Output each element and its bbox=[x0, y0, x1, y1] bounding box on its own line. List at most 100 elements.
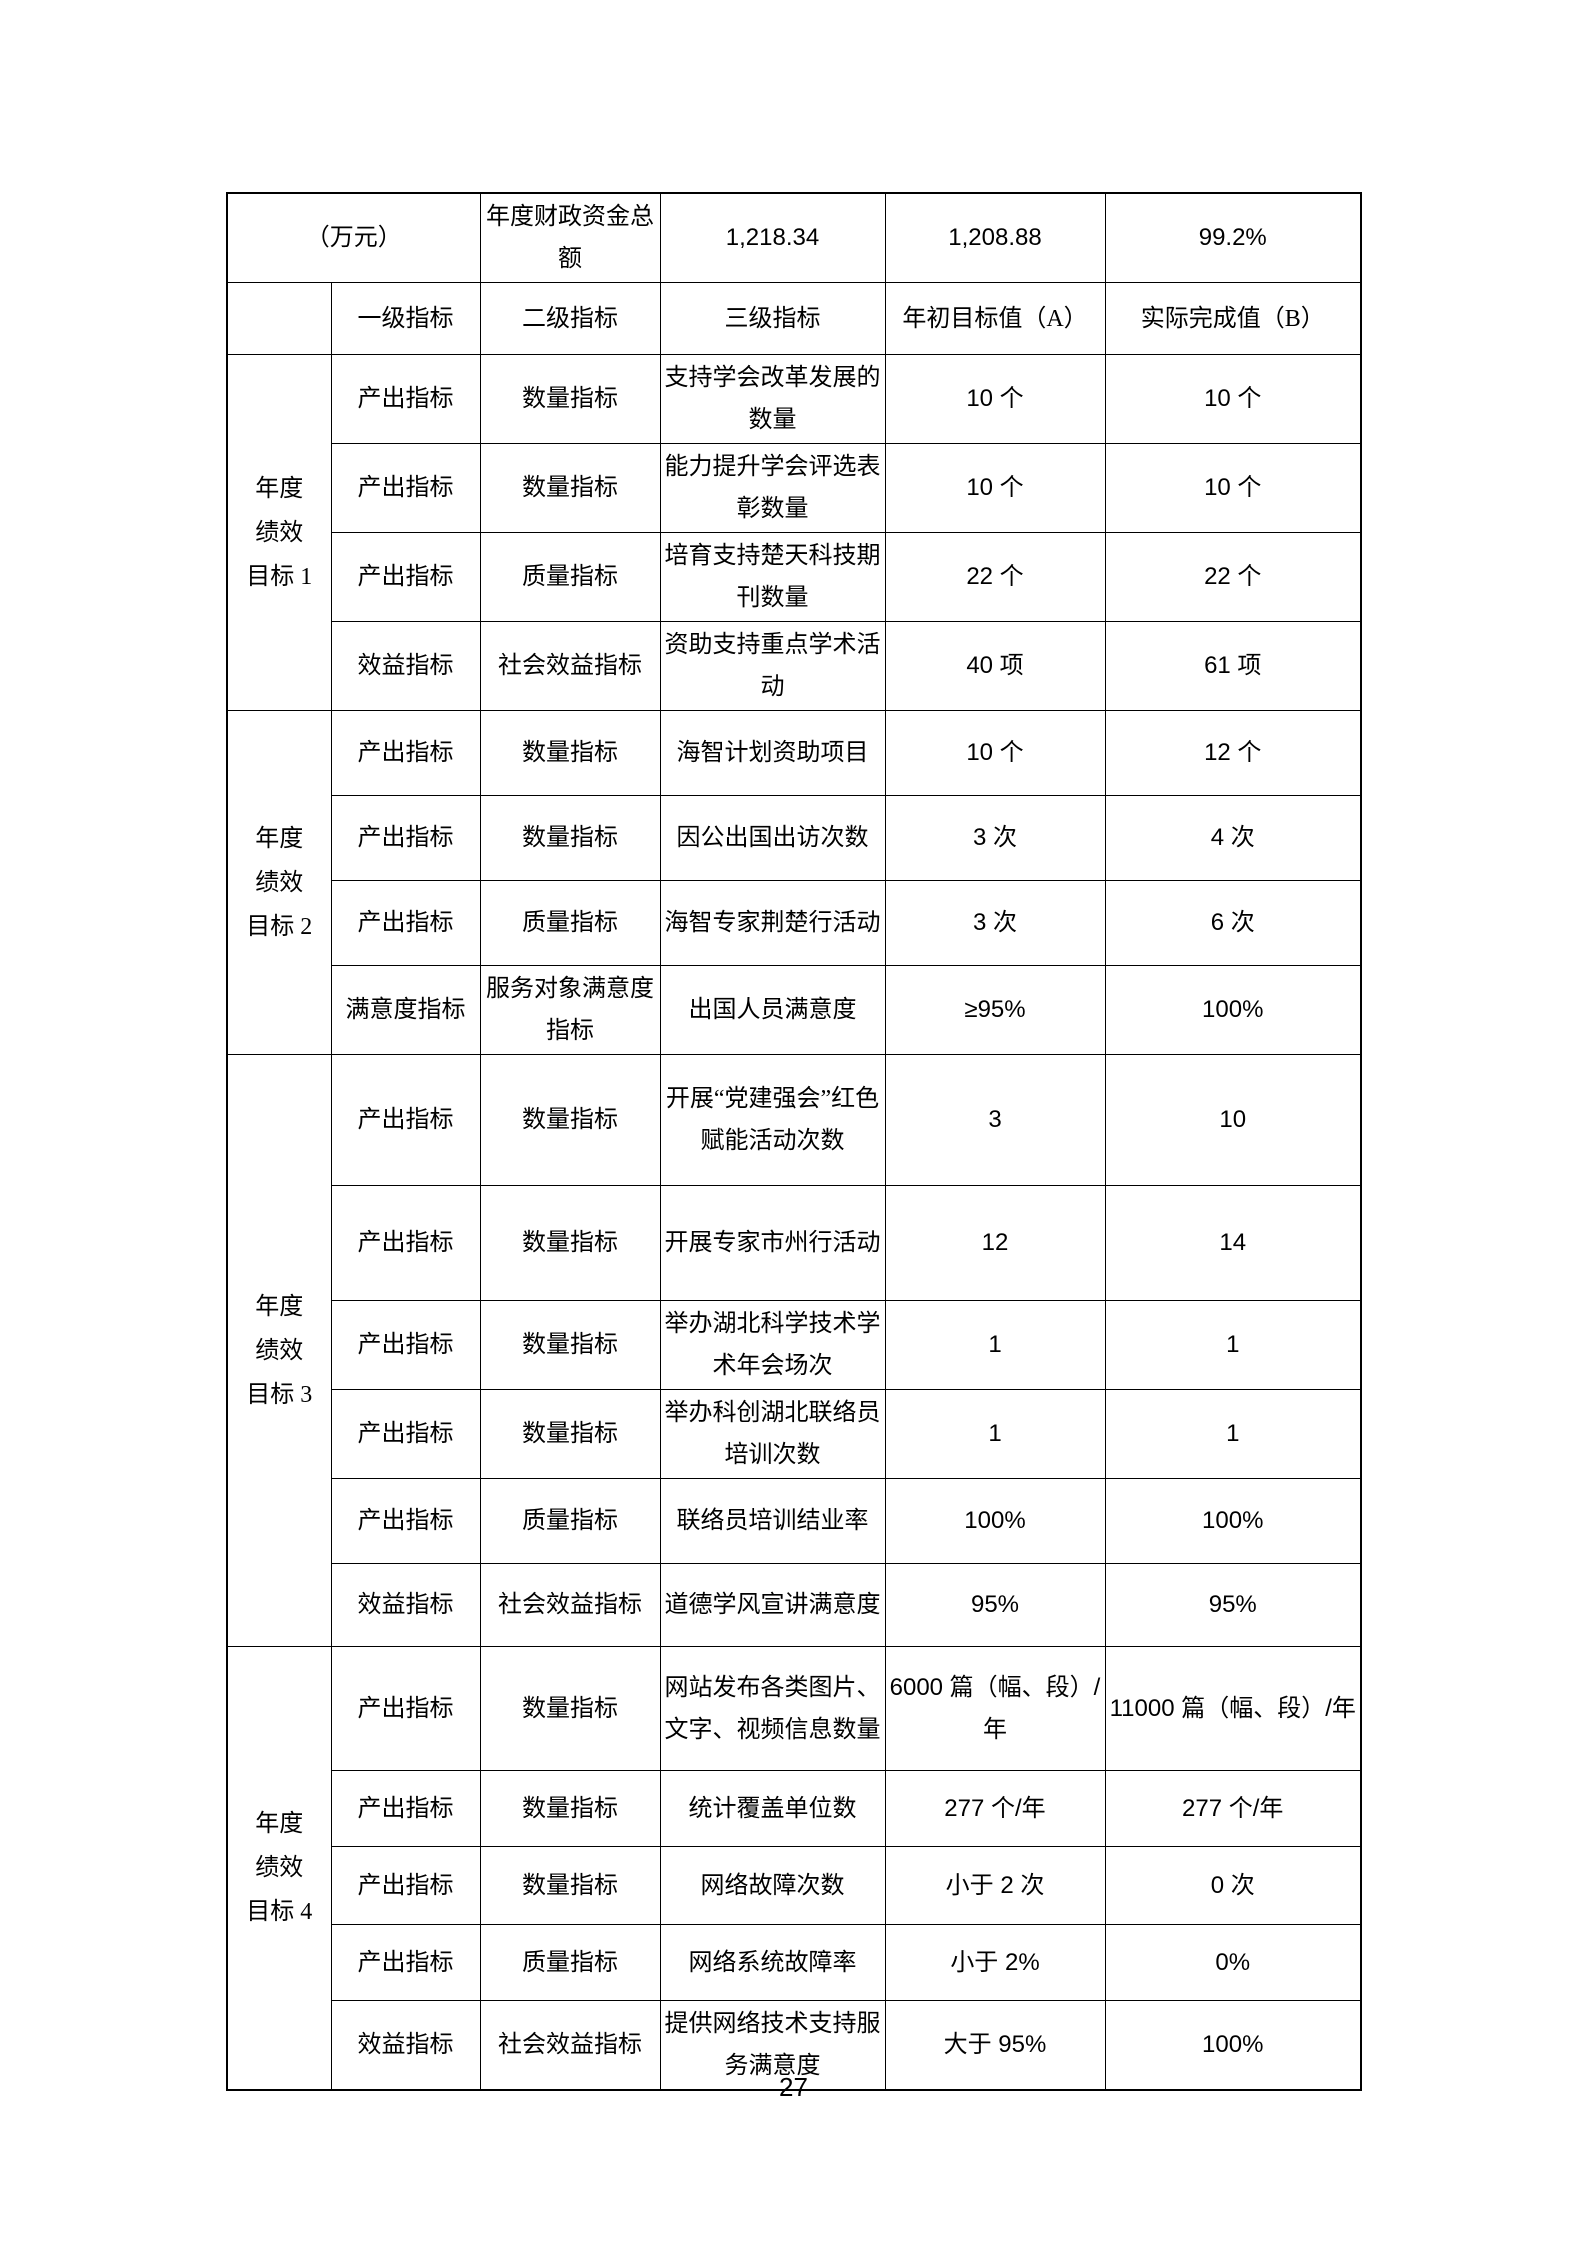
actual-value-cell: 10 个 bbox=[1104, 354, 1362, 444]
level2-cell: 社会效益指标 bbox=[479, 2000, 661, 2091]
level2-cell: 质量指标 bbox=[479, 1478, 661, 1564]
level1-cell: 满意度指标 bbox=[330, 965, 481, 1055]
level3-cell: 支持学会改革发展的数量 bbox=[659, 354, 886, 444]
actual-value-cell: 4 次 bbox=[1104, 795, 1362, 881]
header-empty-cell bbox=[226, 282, 332, 355]
section-label-cell: 年度 绩效 目标 1 bbox=[226, 354, 332, 711]
page-number: 27 bbox=[779, 2072, 808, 2102]
table-row: 产出指标 数量指标 因公出国出访次数 3 次 4 次 bbox=[227, 795, 1362, 881]
table-row: 效益指标 社会效益指标 道德学风宣讲满意度 95% 95% bbox=[227, 1563, 1362, 1647]
target-value-cell: 3 次 bbox=[884, 795, 1106, 881]
table-row: 产出指标 数量指标 网络故障次数 小于 2 次 0 次 bbox=[227, 1846, 1362, 1925]
funding-row: （万元） 年度财政资金总额 1,218.34 1,208.88 99.2% bbox=[226, 192, 1362, 283]
level1-cell: 效益指标 bbox=[330, 2000, 481, 2091]
level1-cell: 产出指标 bbox=[330, 1924, 481, 2001]
target-value-cell: ≥95% bbox=[884, 965, 1106, 1055]
header-target-cell: 年初目标值（A） bbox=[884, 282, 1106, 355]
level3-cell: 开展专家市州行活动 bbox=[659, 1185, 886, 1301]
target-value-cell: 小于 2% bbox=[884, 1924, 1106, 2001]
target-value-cell: 1 bbox=[884, 1300, 1106, 1390]
table-row: 年度 绩效 目标 3 产出指标 数量指标 开展“党建强会”红色赋能活动次数 3 … bbox=[226, 1054, 1362, 1647]
actual-value-cell: 6 次 bbox=[1104, 880, 1362, 966]
target-value-cell: 10 个 bbox=[884, 354, 1106, 444]
level1-cell: 产出指标 bbox=[330, 443, 481, 533]
actual-value-cell: 22 个 bbox=[1104, 532, 1362, 622]
level2-cell: 数量指标 bbox=[479, 354, 661, 444]
level1-cell: 效益指标 bbox=[330, 621, 481, 711]
table-row: 产出指标 质量指标 网络系统故障率 小于 2% 0% bbox=[227, 1924, 1362, 2001]
table-row: 效益指标 社会效益指标 资助支持重点学术活动 40 项 61 项 bbox=[227, 621, 1362, 711]
level1-cell: 效益指标 bbox=[330, 1563, 481, 1647]
level1-cell: 产出指标 bbox=[330, 795, 481, 881]
section-label-cell: 年度 绩效 目标 2 bbox=[226, 710, 332, 1055]
header-level2-cell: 二级指标 bbox=[479, 282, 661, 355]
level1-cell: 产出指标 bbox=[330, 1389, 481, 1479]
level3-cell: 道德学风宣讲满意度 bbox=[659, 1563, 886, 1647]
target-value-cell: 277 个/年 bbox=[884, 1770, 1106, 1847]
target-value-cell: 大于 95% bbox=[884, 2000, 1106, 2091]
section-label-cell: 年度 绩效 目标 3 bbox=[226, 1054, 332, 1647]
table-row: 产出指标 数量指标 能力提升学会评选表彰数量 10 个 10 个 bbox=[227, 443, 1362, 533]
actual-value-cell: 100% bbox=[1104, 965, 1362, 1055]
level2-cell: 数量指标 bbox=[479, 710, 661, 796]
funding-unit-cell: （万元） bbox=[226, 192, 481, 283]
funding-target-cell: 1,218.34 bbox=[659, 192, 886, 283]
table-row: 年度 绩效 目标 1 产出指标 数量指标 支持学会改革发展的数量 10 个 10… bbox=[226, 354, 1362, 711]
table-row: 产出指标 质量指标 联络员培训结业率 100% 100% bbox=[227, 1478, 1362, 1564]
target-value-cell: 100% bbox=[884, 1478, 1106, 1564]
target-value-cell: 1 bbox=[884, 1389, 1106, 1479]
level2-cell: 数量指标 bbox=[479, 795, 661, 881]
level3-cell: 联络员培训结业率 bbox=[659, 1478, 886, 1564]
level2-cell: 数量指标 bbox=[479, 1770, 661, 1847]
level1-cell: 产出指标 bbox=[330, 880, 481, 966]
actual-value-cell: 1 bbox=[1104, 1300, 1362, 1390]
level1-cell: 产出指标 bbox=[330, 710, 481, 796]
table-row: 产出指标 数量指标 开展专家市州行活动 12 14 bbox=[227, 1185, 1362, 1301]
target-value-cell: 12 bbox=[884, 1185, 1106, 1301]
level1-cell: 产出指标 bbox=[330, 532, 481, 622]
table-row: 年度 绩效 目标 2 产出指标 数量指标 海智计划资助项目 10 个 12 个 bbox=[226, 710, 1362, 1055]
level2-cell: 质量指标 bbox=[479, 532, 661, 622]
target-value-cell: 6000 篇（幅、段）/年 bbox=[884, 1646, 1106, 1771]
level3-cell: 开展“党建强会”红色赋能活动次数 bbox=[659, 1054, 886, 1186]
level3-cell: 举办湖北科学技术学术年会场次 bbox=[659, 1300, 886, 1390]
level3-cell: 资助支持重点学术活动 bbox=[659, 621, 886, 711]
level2-cell: 数量指标 bbox=[479, 1846, 661, 1925]
level1-cell: 产出指标 bbox=[330, 1300, 481, 1390]
level3-cell: 海智计划资助项目 bbox=[659, 710, 886, 796]
table-row: 效益指标 社会效益指标 提供网络技术支持服务满意度 大于 95% 100% bbox=[227, 2000, 1362, 2091]
level2-cell: 数量指标 bbox=[479, 1389, 661, 1479]
level3-cell: 网站发布各类图片、文字、视频信息数量 bbox=[659, 1646, 886, 1771]
level2-cell: 数量指标 bbox=[479, 1185, 661, 1301]
actual-value-cell: 12 个 bbox=[1104, 710, 1362, 796]
level3-cell: 培育支持楚天科技期刊数量 bbox=[659, 532, 886, 622]
level1-cell: 产出指标 bbox=[330, 1846, 481, 1925]
target-value-cell: 3 次 bbox=[884, 880, 1106, 966]
level3-cell: 网络故障次数 bbox=[659, 1846, 886, 1925]
level1-cell: 产出指标 bbox=[330, 1770, 481, 1847]
actual-value-cell: 14 bbox=[1104, 1185, 1362, 1301]
level3-cell: 海智专家荆楚行活动 bbox=[659, 880, 886, 966]
table-row: 产出指标 数量指标 统计覆盖单位数 277 个/年 277 个/年 bbox=[227, 1770, 1362, 1847]
actual-value-cell: 0 次 bbox=[1104, 1846, 1362, 1925]
level3-cell: 提供网络技术支持服务满意度 bbox=[659, 2000, 886, 2091]
level1-cell: 产出指标 bbox=[330, 1646, 481, 1771]
level1-cell: 产出指标 bbox=[330, 1185, 481, 1301]
level2-cell: 服务对象满意度指标 bbox=[479, 965, 661, 1055]
level2-cell: 质量指标 bbox=[479, 1924, 661, 2001]
funding-rate-cell: 99.2% bbox=[1104, 192, 1362, 283]
actual-value-cell: 10 个 bbox=[1104, 443, 1362, 533]
level3-cell: 统计覆盖单位数 bbox=[659, 1770, 886, 1847]
actual-value-cell: 95% bbox=[1104, 1563, 1362, 1647]
actual-value-cell: 277 个/年 bbox=[1104, 1770, 1362, 1847]
target-value-cell: 10 个 bbox=[884, 710, 1106, 796]
table-row: 年度 绩效 目标 4 产出指标 数量指标 网站发布各类图片、文字、视频信息数量 … bbox=[226, 1646, 1362, 2091]
level2-cell: 数量指标 bbox=[479, 1300, 661, 1390]
actual-value-cell: 0% bbox=[1104, 1924, 1362, 2001]
level2-cell: 社会效益指标 bbox=[479, 621, 661, 711]
table-row: 产出指标 质量指标 海智专家荆楚行活动 3 次 6 次 bbox=[227, 880, 1362, 966]
level3-cell: 出国人员满意度 bbox=[659, 965, 886, 1055]
actual-value-cell: 10 bbox=[1104, 1054, 1362, 1186]
funding-label-cell: 年度财政资金总额 bbox=[479, 192, 661, 283]
